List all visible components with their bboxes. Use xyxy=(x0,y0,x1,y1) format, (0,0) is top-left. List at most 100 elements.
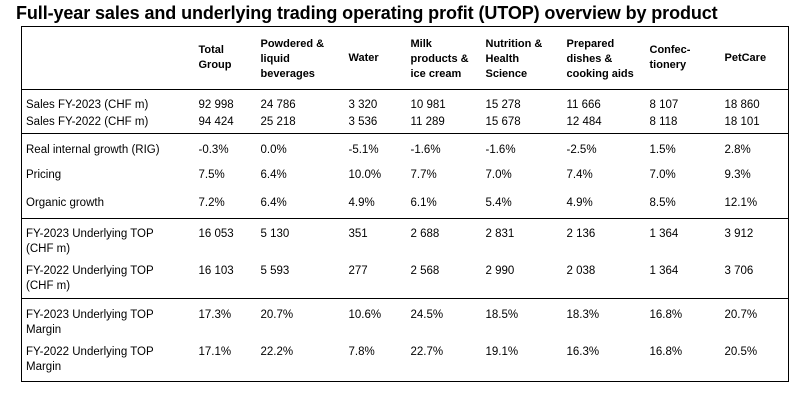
row-label-line: Margin xyxy=(26,323,62,336)
table-cell: 11 289 xyxy=(410,116,445,128)
table-cell: 6.4% xyxy=(260,197,287,209)
table-cell: 16.3% xyxy=(562,340,646,382)
table-cell: 20.7% xyxy=(720,297,789,340)
table-cell: 12 484 xyxy=(566,116,602,128)
row-label-line: Sales FY-2022 (CHF m) xyxy=(26,116,149,128)
table-row: Organic growth 7.2% 6.4% 4.9% 6.1% 5.4% 4.9% 8.… xyxy=(21,190,789,218)
table-row: FY-2022 Underlying TOP (CHF m) 16 103 5 593… xyxy=(21,258,789,298)
col-header-line: Powdered & xyxy=(260,38,325,50)
table-cell: 3 706 xyxy=(720,258,789,298)
row-label-line: (CHF m) xyxy=(26,242,71,255)
row-label-line: FY-2022 Underlying TOP xyxy=(26,265,154,277)
row-label-line: FY-2023 Underlying TOP xyxy=(26,227,154,240)
row-label: Sales FY-2022 (CHF m) xyxy=(21,113,195,133)
row-label: Organic growth xyxy=(21,190,195,218)
table-cell: 5.4% xyxy=(485,197,512,209)
col-header-line: Confec- xyxy=(649,44,691,56)
table-cell: 8 107 xyxy=(649,99,679,111)
header-corner xyxy=(21,26,195,90)
table-cell: 7.8% xyxy=(344,340,407,382)
table-cell: 24 786 xyxy=(260,99,296,111)
table-cell: 17.1% xyxy=(194,340,257,382)
col-header-line: cooking aids xyxy=(566,68,634,80)
col-header-line: PetCare xyxy=(724,51,767,64)
table-cell: 12.1% xyxy=(720,190,789,218)
table-cell: 17.3% xyxy=(194,297,257,340)
table-cell: 7.2% xyxy=(198,197,225,209)
table-cell: 10.0% xyxy=(348,169,382,181)
table-row: Sales FY-2023 (CHF m) 92 998 24 786 3 320 10… xyxy=(21,89,789,113)
table-cell: 2.8% xyxy=(720,132,789,163)
table-cell: 1 364 xyxy=(645,217,721,258)
table-cell: 0.0% xyxy=(256,132,345,163)
table-cell: 7.7% xyxy=(410,169,437,181)
table-cell: 22.7% xyxy=(406,340,482,382)
table-cell: 15 278 xyxy=(485,99,521,111)
table-cell: 2 136 xyxy=(562,217,646,258)
col-header: Water xyxy=(344,26,407,90)
table-cell: 2 568 xyxy=(410,265,440,277)
table-cell: 6.1% xyxy=(410,197,437,209)
table-title: Full-year sales and underlying trading o… xyxy=(16,3,718,23)
table-cell: 7.0% xyxy=(485,169,512,181)
table-cell: 1.5% xyxy=(645,132,721,163)
table-cell: -5.1% xyxy=(344,132,407,163)
row-label-line: FY-2022 Underlying TOP xyxy=(26,346,154,358)
col-header-line: ice cream xyxy=(410,68,462,80)
row-label-line: Real internal growth (RIG) xyxy=(26,143,160,156)
table-cell: 18 101 xyxy=(720,113,789,133)
table-row: Sales FY-2022 (CHF m) 94 424 25 218 3 536 11… xyxy=(21,113,789,133)
table-cell: -1.6% xyxy=(406,132,482,163)
row-label: FY-2022 Underlying TOP (CHF m) xyxy=(21,258,195,298)
col-header-line: Health xyxy=(485,53,520,65)
table-cell: 4.9% xyxy=(566,197,593,209)
table-cell: 15 678 xyxy=(485,116,521,128)
table-cell: 5 593 xyxy=(260,265,290,277)
header-row: Total Group Powdered & liquid beverages Wat… xyxy=(21,26,789,90)
col-header: PetCare xyxy=(720,26,789,90)
product-overview-table: Total Group Powdered & liquid beverages Wat… xyxy=(21,26,789,382)
col-header-line: liquid xyxy=(260,53,290,65)
table-cell: 7.5% xyxy=(198,169,225,181)
table-row: Pricing 7.5% 6.4% 10.0% 7.7% 7.0% 7.4% 7.0% 9.3% xyxy=(21,163,789,190)
row-label-line: FY-2023 Underlying TOP xyxy=(26,308,154,321)
col-header-line: Milk xyxy=(410,38,432,50)
table-row: FY-2023 Underlying TOP (CHF m) 16 053 5 130… xyxy=(21,217,789,258)
row-label-line: Sales FY-2023 (CHF m) xyxy=(26,99,149,111)
table-row: Real internal growth (RIG) -0.3% 0.0% -5.1%… xyxy=(21,132,789,163)
table-cell: 3 536 xyxy=(348,116,378,128)
col-header: Confec-tionery xyxy=(645,26,721,90)
table-cell: 11 666 xyxy=(566,99,601,111)
col-header-line: Total xyxy=(198,44,224,56)
table-cell: 94 424 xyxy=(198,116,234,128)
table-row: FY-2023 Underlying TOP Margin 17.3% 20.7% 10… xyxy=(21,297,789,340)
row-label-line: Pricing xyxy=(26,169,62,181)
table-cell: 2 688 xyxy=(406,217,482,258)
table-cell: 8.5% xyxy=(649,197,676,209)
table-cell: 3 912 xyxy=(720,217,789,258)
col-header-line: Prepared xyxy=(566,38,615,50)
col-header: Nutrition & Health Science xyxy=(481,26,563,90)
col-header: Total Group xyxy=(194,26,257,90)
row-label-line: (CHF m) xyxy=(26,280,71,292)
table-cell: 92 998 xyxy=(198,99,234,111)
row-label: Sales FY-2023 (CHF m) xyxy=(21,89,195,113)
table-cell: 5 130 xyxy=(256,217,345,258)
col-header-line: dishes & xyxy=(566,53,613,65)
table-cell: 24.5% xyxy=(406,297,482,340)
table-row: FY-2022 Underlying TOP Margin 17.1% 22.2% 7.… xyxy=(21,340,789,382)
row-label: FY-2022 Underlying TOP Margin xyxy=(21,340,195,382)
table-cell: 2 990 xyxy=(485,265,515,277)
row-label: Pricing xyxy=(21,163,195,190)
table-cell: 2 831 xyxy=(481,217,563,258)
table-cell: -2.5% xyxy=(562,132,646,163)
table-cell: 20.7% xyxy=(256,297,345,340)
row-label-line: Organic growth xyxy=(26,197,104,209)
table-cell: 8 118 xyxy=(649,116,678,128)
table-cell: 19.1% xyxy=(481,340,563,382)
table-cell: 16 053 xyxy=(194,217,257,258)
table-cell: 3 320 xyxy=(348,99,378,111)
table-cell: 22.2% xyxy=(256,340,345,382)
col-header: Prepared dishes & cooking aids xyxy=(562,26,646,90)
table-cell: 18 860 xyxy=(720,89,789,113)
